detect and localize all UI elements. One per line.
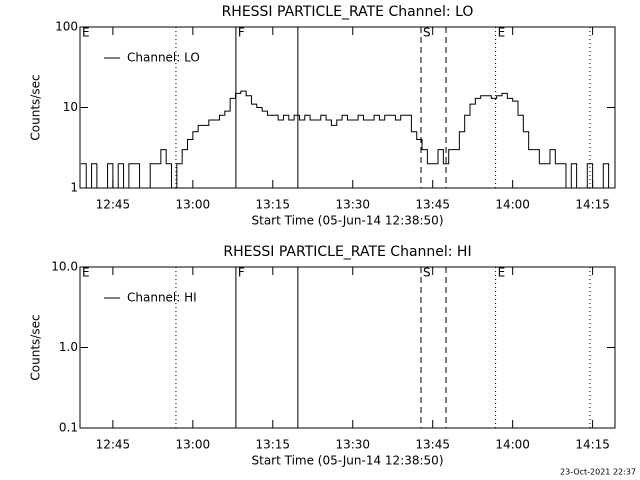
footer: 23-Oct-2021 22:37 (560, 468, 636, 477)
x-tick-label: 13:15 (255, 438, 290, 452)
x-tick-label: 13:45 (415, 438, 450, 452)
x-tick-label: 13:00 (176, 198, 211, 212)
event-label: E (82, 26, 90, 40)
event-label: S (423, 266, 431, 280)
data-line (80, 90, 615, 189)
x-tick-label: 14:15 (575, 198, 610, 212)
chart-title: RHESSI PARTICLE_RATE Channel: HI (223, 244, 471, 260)
chart-title: RHESSI PARTICLE_RATE Channel: LO (222, 4, 474, 20)
y-tick-label: 1.0 (59, 340, 78, 354)
x-tick-label: 13:45 (415, 198, 450, 212)
y-tick-label: 1 (70, 181, 78, 195)
x-tick-label: 12:45 (96, 438, 131, 452)
legend-label: Channel: HI (127, 291, 197, 305)
event-label: F (238, 266, 245, 280)
x-axis-label: Start Time (05-Jun-14 12:38:50) (252, 454, 444, 468)
event-label: E (498, 26, 506, 40)
x-tick-label: 14:00 (495, 198, 530, 212)
x-tick-label: 13:00 (176, 438, 211, 452)
x-tick-label: 14:00 (495, 438, 530, 452)
x-tick-label: 13:30 (335, 198, 370, 212)
y-tick-label: 0.1 (59, 421, 78, 435)
event-label: F (238, 26, 245, 40)
y-tick-label: 100 (55, 20, 78, 34)
event-label: S (423, 26, 431, 40)
x-tick-label: 14:15 (575, 438, 610, 452)
event-label: E (498, 266, 506, 280)
legend-label: Channel: LO (127, 51, 200, 65)
y-axis-label: Counts/sec (29, 74, 43, 140)
y-axis-label: Counts/sec (29, 314, 43, 380)
x-tick-label: 13:30 (335, 438, 370, 452)
x-tick-label: 12:45 (96, 198, 131, 212)
event-label: E (82, 266, 90, 280)
x-axis-label: Start Time (05-Jun-14 12:38:50) (252, 214, 444, 228)
y-tick-label: 10.0 (51, 260, 78, 274)
y-tick-label: 10 (63, 100, 78, 114)
x-tick-label: 13:15 (255, 198, 290, 212)
